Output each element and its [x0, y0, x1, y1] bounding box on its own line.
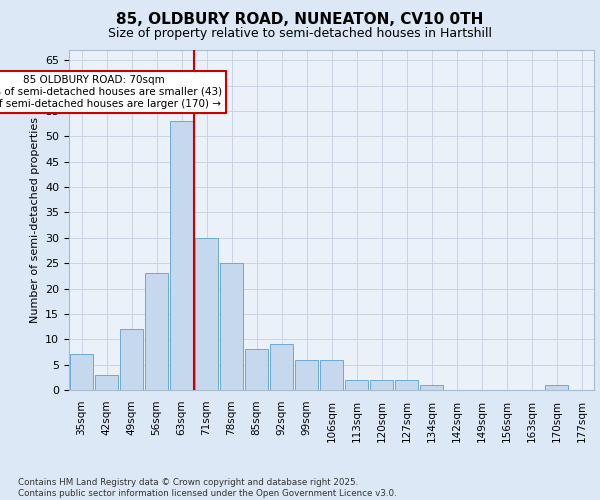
Bar	[95, 375, 118, 390]
Text: Contains HM Land Registry data © Crown copyright and database right 2025.
Contai: Contains HM Land Registry data © Crown c…	[18, 478, 397, 498]
Bar	[220, 263, 244, 390]
Bar	[395, 380, 418, 390]
Bar	[145, 274, 169, 390]
Bar	[194, 238, 218, 390]
Text: Size of property relative to semi-detached houses in Hartshill: Size of property relative to semi-detach…	[108, 28, 492, 40]
Bar	[70, 354, 94, 390]
Bar	[119, 329, 143, 390]
Text: 85 OLDBURY ROAD: 70sqm
← 20% of semi-detached houses are smaller (43)
79% of sem: 85 OLDBURY ROAD: 70sqm ← 20% of semi-det…	[0, 76, 222, 108]
Bar	[419, 385, 443, 390]
Bar	[170, 121, 193, 390]
Y-axis label: Number of semi-detached properties: Number of semi-detached properties	[29, 117, 40, 323]
Bar	[269, 344, 293, 390]
Bar	[320, 360, 343, 390]
Bar	[245, 350, 268, 390]
Text: 85, OLDBURY ROAD, NUNEATON, CV10 0TH: 85, OLDBURY ROAD, NUNEATON, CV10 0TH	[116, 12, 484, 28]
Bar	[545, 385, 568, 390]
Bar	[344, 380, 368, 390]
Bar	[370, 380, 394, 390]
Bar	[295, 360, 319, 390]
